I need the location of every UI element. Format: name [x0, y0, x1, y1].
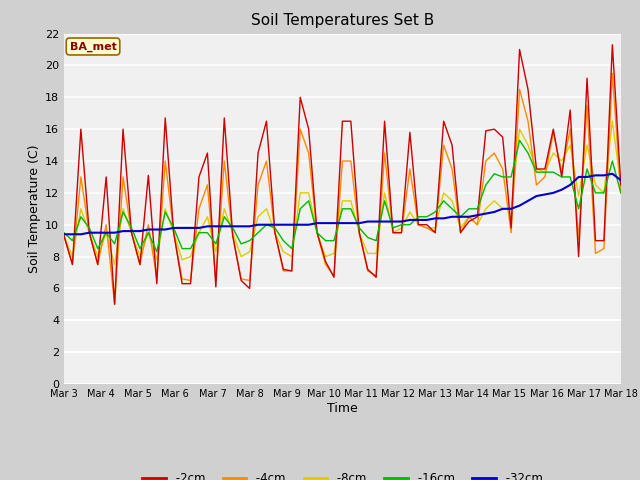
Text: BA_met: BA_met: [70, 41, 116, 52]
X-axis label: Time: Time: [327, 402, 358, 415]
Title: Soil Temperatures Set B: Soil Temperatures Set B: [251, 13, 434, 28]
Legend:  -2cm,  -4cm,  -8cm,  -16cm,  -32cm: -2cm, -4cm, -8cm, -16cm, -32cm: [138, 467, 547, 480]
Y-axis label: Soil Temperature (C): Soil Temperature (C): [28, 144, 41, 273]
